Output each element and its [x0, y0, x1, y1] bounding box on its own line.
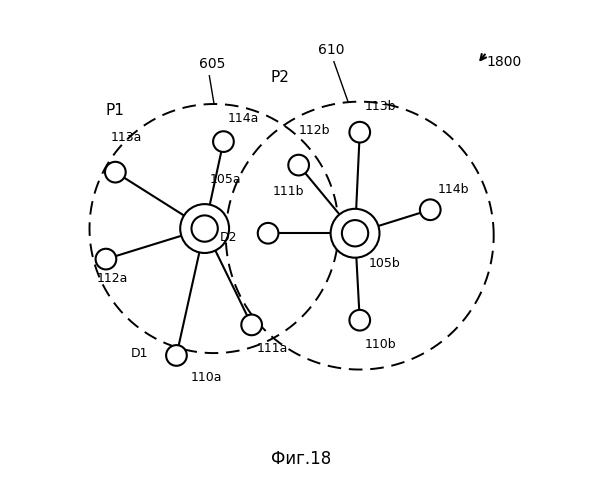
Circle shape	[213, 132, 234, 152]
Circle shape	[258, 223, 279, 244]
Text: 110b: 110b	[364, 338, 396, 351]
Circle shape	[349, 310, 370, 330]
Circle shape	[96, 249, 116, 270]
Circle shape	[166, 345, 187, 366]
Text: 1800: 1800	[486, 54, 522, 68]
Circle shape	[330, 209, 379, 258]
Text: 105b: 105b	[369, 257, 401, 270]
Text: D2: D2	[220, 232, 238, 244]
Circle shape	[180, 204, 229, 253]
Circle shape	[105, 162, 126, 182]
Text: 111a: 111a	[256, 342, 288, 355]
Text: 113b: 113b	[364, 100, 396, 114]
Text: 110a: 110a	[191, 370, 222, 384]
Text: 605: 605	[199, 57, 225, 71]
Circle shape	[349, 122, 370, 142]
Text: 111b: 111b	[273, 185, 304, 198]
Text: Фиг.18: Фиг.18	[271, 450, 331, 468]
Text: P1: P1	[106, 103, 125, 118]
Text: 112a: 112a	[96, 272, 128, 285]
Circle shape	[241, 314, 262, 335]
Text: 610: 610	[318, 43, 345, 57]
Text: 105a: 105a	[209, 174, 241, 186]
Circle shape	[191, 216, 218, 242]
Text: 113a: 113a	[111, 131, 142, 144]
Text: P2: P2	[270, 70, 290, 85]
Text: 114a: 114a	[228, 112, 259, 125]
Text: D1: D1	[131, 346, 148, 360]
Text: 114b: 114b	[437, 182, 469, 196]
Circle shape	[342, 220, 368, 246]
Circle shape	[420, 200, 441, 220]
Text: 112b: 112b	[299, 124, 330, 137]
Circle shape	[288, 155, 309, 176]
